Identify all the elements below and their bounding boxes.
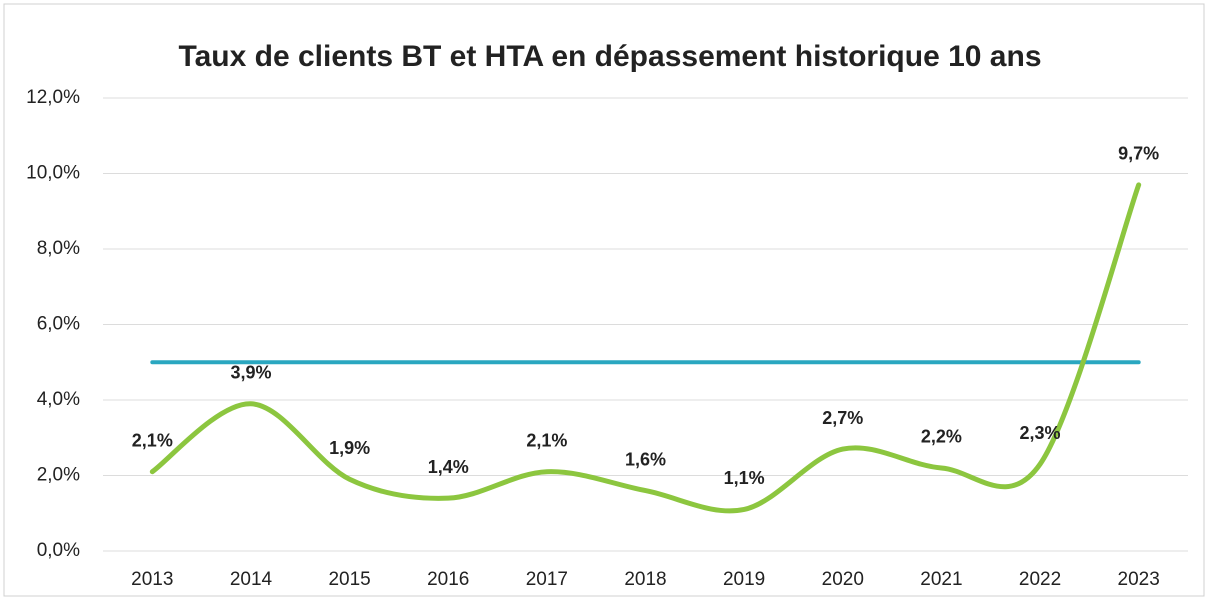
x-tick-label: 2020: [822, 569, 864, 590]
y-tick-label: 4,0%: [37, 389, 80, 410]
chart-title: Taux de clients BT et HTA en dépassement…: [179, 40, 1042, 73]
data-label: 2,3%: [1020, 423, 1061, 443]
data-label: 1,6%: [625, 449, 666, 469]
y-tick-label: 6,0%: [37, 314, 80, 335]
x-tick-label: 2015: [328, 569, 370, 590]
y-tick-label: 2,0%: [37, 465, 80, 486]
data-label: 1,1%: [724, 468, 765, 488]
x-tick-label: 2014: [230, 569, 273, 590]
data-label: 2,1%: [526, 430, 567, 450]
x-tick-label: 2013: [131, 569, 173, 590]
data-label: 9,7%: [1118, 144, 1159, 164]
y-tick-label: 8,0%: [37, 238, 80, 259]
data-label: 3,9%: [230, 363, 271, 383]
y-tick-label: 10,0%: [26, 163, 80, 184]
x-tick-label: 2021: [920, 569, 962, 590]
data-label: 2,1%: [132, 430, 173, 450]
data-label: 2,7%: [822, 408, 863, 428]
x-tick-label: 2016: [427, 569, 469, 590]
x-tick-label: 2023: [1118, 569, 1160, 590]
x-tick-label: 2017: [526, 569, 568, 590]
x-tick-label: 2018: [624, 569, 666, 590]
y-tick-label: 0,0%: [37, 540, 80, 561]
x-tick-label: 2019: [723, 569, 765, 590]
data-label: 1,9%: [329, 438, 370, 458]
series-line: [149, 182, 1142, 514]
x-tick-label: 2022: [1019, 569, 1061, 590]
chart-frame: [3, 3, 1205, 597]
data-label: 2,2%: [921, 427, 962, 447]
y-tick-label: 12,0%: [26, 87, 80, 108]
data-label: 1,4%: [428, 457, 469, 477]
